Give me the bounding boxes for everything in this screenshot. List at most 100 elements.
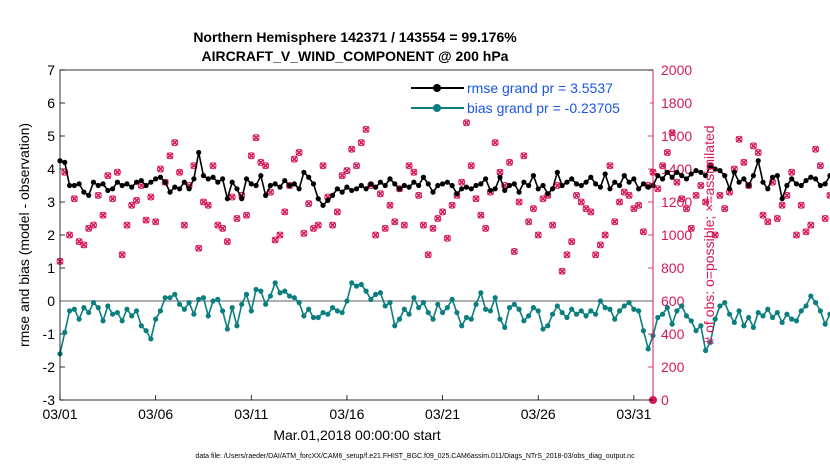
left-tick-label: -3: [43, 392, 56, 408]
bias-point: [554, 303, 560, 309]
obs-assimilated-marker: [702, 198, 709, 206]
obs-possible-marker: [639, 228, 647, 236]
obs-assimilated-marker: [439, 208, 446, 216]
obs-assimilated-marker: [319, 162, 327, 170]
bias-point: [334, 308, 340, 314]
left-tick-label: 1: [47, 260, 55, 276]
obs-assimilated-marker: [549, 221, 556, 229]
x-tick-label: 03/31: [616, 406, 651, 422]
bias-point: [789, 316, 795, 322]
right-tick-label: 200: [661, 359, 685, 375]
rmse-point: [808, 174, 814, 180]
bias-point: [86, 309, 92, 316]
bias-point: [382, 303, 388, 309]
bias-point: [812, 300, 819, 306]
obs-assimilated-marker: [386, 201, 394, 209]
left-tick-label: -1: [43, 326, 56, 342]
rmse-point: [368, 181, 374, 187]
obs-assimilated-marker: [467, 162, 475, 170]
obs-possible-marker: [568, 238, 576, 246]
rmse-point: [186, 186, 192, 192]
obs-assimilated-marker: [204, 201, 212, 209]
rmse-point: [363, 186, 369, 192]
obs-possible-marker: [94, 191, 102, 199]
obs-possible-marker: [180, 221, 188, 229]
rmse-point: [779, 196, 785, 202]
obs-assimilated-marker: [482, 225, 489, 232]
bias-point: [71, 306, 77, 312]
obs-assimilated-marker: [697, 182, 705, 189]
obs-assimilated-marker: [735, 135, 743, 143]
obs-assimilated-marker: [137, 182, 145, 189]
bias-point: [793, 318, 800, 324]
obs-assimilated-marker: [793, 231, 800, 239]
rmse-point: [583, 179, 589, 185]
rmse-point: [62, 159, 68, 165]
obs-assimilated-marker: [252, 134, 260, 142]
obs-possible-marker: [582, 205, 590, 213]
obs-assimilated-marker: [372, 231, 379, 239]
obs-possible-marker: [424, 251, 432, 259]
obs-assimilated-marker: [66, 231, 73, 239]
bias-point: [100, 318, 106, 324]
bias-point: [239, 301, 245, 307]
rmse-point: [669, 174, 675, 180]
obs-assimilated-marker: [463, 119, 470, 127]
right-tick-label: 1600: [661, 128, 692, 144]
bias-point: [210, 298, 216, 304]
obs-assimilated-marker: [764, 218, 772, 226]
bias-point: [329, 305, 336, 311]
bias-point: [631, 306, 637, 312]
obs-possible-marker: [305, 200, 313, 208]
rmse-point: [219, 176, 226, 182]
x-axis-ticks: 03/01 03/06 03/11 03/16 03/21 03/26 03/31: [42, 395, 652, 422]
rmse-point: [707, 163, 713, 169]
bias-point: [224, 326, 230, 332]
obs-possible-marker: [309, 224, 317, 232]
obs-assimilated-marker: [357, 139, 365, 146]
obs-possible-marker: [209, 162, 217, 170]
obs-possible-marker: [372, 231, 380, 239]
bias-point: [373, 291, 379, 297]
obs-possible-marker: [290, 155, 298, 163]
obs-assimilated-marker: [147, 193, 155, 201]
obs-assimilated-marker: [262, 162, 270, 170]
rmse-point: [645, 184, 651, 190]
obs-possible-marker: [362, 125, 370, 133]
rmse-point: [616, 182, 623, 189]
bias-point: [420, 300, 427, 306]
bias-point: [621, 303, 627, 309]
bias-point: [808, 293, 814, 299]
obs-assimilated-marker: [802, 228, 810, 236]
obs-possible-marker: [176, 168, 184, 176]
rmse-point: [86, 192, 92, 198]
bias-point: [674, 308, 680, 314]
legend: rmse grand pr = 3.5537 bias grand pr = -…: [408, 75, 650, 117]
obs-assimilated-marker: [391, 218, 399, 226]
obs-assimilated-marker: [534, 231, 542, 239]
obs-assimilated-marker: [721, 205, 729, 212]
obs-assimilated-marker: [142, 216, 150, 224]
rmse-point: [282, 177, 288, 184]
bias-point: [679, 303, 685, 309]
left-tick-label: 3: [47, 194, 55, 210]
obs-possible-marker: [405, 162, 413, 170]
bias-point: [454, 309, 460, 316]
obs-assimilated-marker: [171, 139, 179, 146]
obs-possible-marker: [66, 231, 74, 239]
obs-possible-marker: [233, 215, 241, 222]
rmse-point: [693, 168, 699, 174]
bias-point: [683, 313, 690, 319]
rmse-point: [133, 179, 140, 185]
obs-possible-marker: [611, 218, 619, 226]
obs-possible-marker: [616, 198, 624, 206]
obs-possible-marker: [147, 193, 155, 201]
rmse-point: [674, 169, 680, 175]
obs-possible-marker: [563, 251, 571, 259]
bias-point: [234, 323, 240, 329]
rmse-point: [593, 181, 599, 187]
bias-point: [272, 280, 278, 286]
obs-assimilated-marker: [305, 200, 313, 208]
rmse-point: [755, 158, 761, 164]
